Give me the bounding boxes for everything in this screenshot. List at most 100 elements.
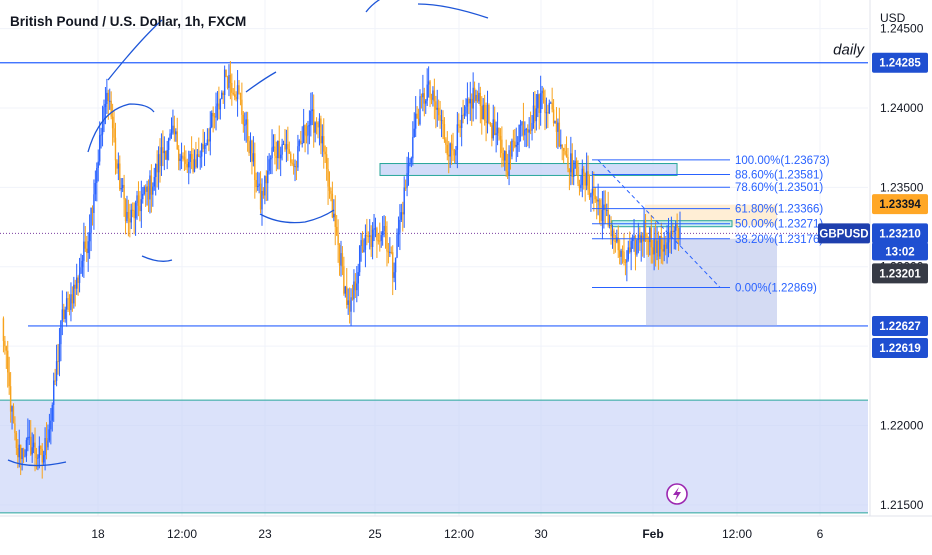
candle-body	[616, 237, 618, 242]
candle-body	[498, 127, 500, 136]
hand-drawn-curve	[87, 103, 155, 153]
candle-body	[272, 146, 275, 148]
time-axis[interactable]: 18 12:00 23 25 12:00 30 Feb 12:00 6	[0, 515, 932, 541]
candle-body	[245, 119, 247, 125]
candle-body	[96, 168, 98, 183]
price-tick-label: 1.24000	[880, 101, 924, 115]
fib-level-label: 78.60%(1.23501)	[735, 182, 823, 194]
candle-body	[573, 168, 575, 177]
candle-body	[179, 158, 181, 162]
candle-body	[223, 69, 226, 95]
candle-body	[670, 230, 673, 239]
candle-body	[479, 92, 482, 107]
candle-body	[570, 153, 572, 173]
candle-body	[409, 162, 411, 165]
candle-body	[120, 188, 122, 190]
candle-body	[545, 112, 548, 114]
price-tag-box	[872, 242, 928, 261]
fib-highlight-layer	[611, 204, 777, 326]
time-tick-label: 25	[368, 527, 382, 541]
drawings-layer	[7, 0, 721, 467]
candle-body	[657, 240, 660, 257]
candle-body	[331, 193, 334, 218]
candle-body	[147, 186, 150, 200]
candle-body	[445, 139, 447, 145]
candle-body	[228, 75, 230, 88]
candle-body	[264, 176, 266, 196]
candle-body	[460, 114, 463, 128]
candle-body	[448, 154, 450, 157]
time-tick-label: 12:00	[444, 527, 474, 541]
hand-drawn-curve	[107, 19, 163, 81]
candle-body	[61, 309, 64, 321]
candle-body	[568, 168, 571, 173]
candle-body	[203, 145, 206, 149]
candle-body	[426, 84, 428, 101]
fib-level-label: 88.60%(1.23581)	[735, 169, 823, 181]
candle-body	[41, 449, 43, 463]
candle-body	[11, 406, 13, 412]
candle-body	[422, 93, 424, 98]
candle-body	[219, 99, 222, 110]
candle-body	[341, 253, 344, 267]
candle-body	[394, 257, 397, 273]
candle-body	[258, 183, 260, 187]
candle-body	[450, 143, 453, 150]
candle-body	[493, 119, 496, 135]
candle-body	[412, 137, 414, 159]
candle-body	[613, 230, 615, 241]
candle-body	[387, 251, 390, 253]
candle-body	[432, 90, 434, 100]
candle-body	[129, 218, 131, 223]
candle-body	[324, 151, 326, 155]
candle-body	[630, 241, 632, 253]
fib-trend-line	[597, 159, 721, 288]
candle-body	[654, 238, 657, 253]
candle-body	[502, 153, 505, 161]
candle-body	[340, 253, 342, 266]
candle-body	[469, 98, 471, 104]
candle-body	[189, 154, 191, 162]
candle-body	[588, 189, 591, 198]
candle-body	[279, 154, 282, 159]
candle-body	[19, 444, 22, 460]
candle-body	[528, 129, 530, 133]
hand-drawn-curve	[245, 71, 277, 93]
candle-body	[521, 121, 523, 125]
candle-body	[238, 85, 240, 94]
candle-body	[127, 211, 130, 219]
price-tick-label: 1.24500	[880, 22, 924, 36]
candle-body	[672, 230, 674, 233]
candle-body	[676, 224, 678, 228]
candle-body	[669, 232, 671, 239]
price-tag-label: 1.24285	[879, 58, 921, 70]
candle-body	[634, 235, 637, 255]
candle-body	[416, 113, 418, 119]
candle-body	[347, 300, 349, 305]
candle-body	[527, 129, 529, 133]
candle-body	[114, 137, 117, 161]
candle-body	[86, 248, 88, 254]
candle-body	[337, 234, 339, 245]
candle-body	[285, 144, 288, 150]
candle-body	[77, 277, 79, 283]
lightning-icon[interactable]	[666, 483, 688, 505]
candle-body	[199, 156, 201, 158]
horizontal-lines-layer: daily	[0, 42, 868, 327]
candle-body	[618, 250, 621, 257]
candle-body	[60, 320, 62, 345]
candle-body	[93, 194, 95, 214]
price-tags-layer: 1.24285 1.23394 GBPUSD 1.23210 13:02 1.23201 1…	[818, 52, 928, 358]
candle-body	[45, 438, 48, 448]
symbol-tag-box	[818, 223, 870, 244]
candle-body	[208, 139, 210, 142]
candle-body	[348, 300, 351, 312]
candle-body	[268, 159, 270, 171]
candle-body	[290, 153, 292, 163]
time-tick-label: Feb	[642, 527, 663, 541]
candle-body	[206, 139, 209, 145]
candle-body	[154, 163, 157, 178]
candle-body	[593, 188, 595, 196]
